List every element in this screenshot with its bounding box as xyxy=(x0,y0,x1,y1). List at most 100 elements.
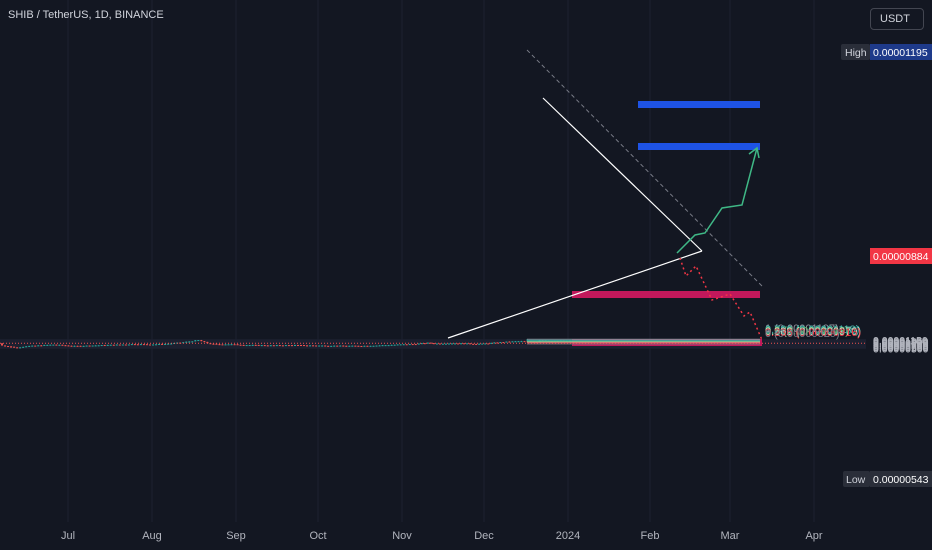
candle-body xyxy=(290,345,293,347)
candle-body xyxy=(142,344,145,346)
low-label-tag xyxy=(843,471,870,487)
candle-body xyxy=(7,346,10,348)
high-value-text: 0.00001195 xyxy=(873,47,928,59)
candle-body xyxy=(130,344,133,346)
candle-body xyxy=(139,344,142,346)
price-axis-tick-label: 0.00000550 xyxy=(873,343,929,355)
candle-body xyxy=(354,345,357,347)
candle-body xyxy=(423,343,426,345)
candle-body xyxy=(417,343,420,345)
candle-body xyxy=(34,345,37,347)
candle-body xyxy=(499,342,502,344)
candle-body xyxy=(118,344,121,346)
candle-body xyxy=(324,345,327,347)
currency-selector-button[interactable]: USDT xyxy=(870,8,924,30)
candle-body xyxy=(236,344,239,346)
candle-body xyxy=(191,341,194,343)
fib-level-label: 0.382 (0.00000970) xyxy=(765,326,861,338)
triangle-upper-trendline xyxy=(542,97,703,252)
candle-body xyxy=(242,344,245,346)
candle-body xyxy=(402,344,405,346)
candle-body xyxy=(287,345,290,347)
candle-body xyxy=(381,345,384,347)
candle-body xyxy=(170,343,173,345)
candle-body xyxy=(239,344,242,346)
candle-body xyxy=(109,344,112,346)
bullish-projection-path xyxy=(676,147,758,254)
current-price-tag xyxy=(870,248,932,264)
candle-body xyxy=(493,342,496,344)
candle-body xyxy=(82,345,85,347)
price-axis-tick-label: 0.00000950 xyxy=(873,337,929,349)
candle-body xyxy=(85,345,88,347)
candle-body xyxy=(248,345,251,347)
candle-body xyxy=(405,344,408,346)
support-zone-upper xyxy=(572,291,760,298)
candle-body xyxy=(469,343,472,345)
price-axis-tick-label: 0.00000800 xyxy=(873,339,929,351)
candle-body xyxy=(390,344,393,346)
candle-body xyxy=(387,345,390,347)
candle-body xyxy=(348,345,351,347)
candle-body xyxy=(149,344,151,346)
bearish-projection-path xyxy=(679,257,763,341)
candle-body xyxy=(296,345,299,347)
candle-body xyxy=(351,345,354,347)
candle-body xyxy=(303,345,306,347)
candle-body xyxy=(200,340,203,342)
candle-body xyxy=(254,344,257,346)
candle-body xyxy=(463,343,466,345)
candle-body xyxy=(221,344,224,346)
target-zone-upper xyxy=(638,101,760,108)
candle-body xyxy=(185,341,188,343)
candle-body xyxy=(31,345,34,347)
candle-body xyxy=(115,344,118,346)
candle-body xyxy=(517,341,520,343)
candle-body xyxy=(16,347,19,349)
candle-body xyxy=(432,343,435,345)
candle-body xyxy=(275,345,278,347)
candle-body xyxy=(372,345,375,347)
candle-body xyxy=(360,346,363,348)
candle-body xyxy=(13,346,16,348)
candle-body xyxy=(451,343,453,345)
candle-body xyxy=(420,343,423,345)
candle-body xyxy=(37,345,40,347)
candle-body xyxy=(188,341,191,343)
high-label-tag xyxy=(841,44,870,60)
time-axis-label: 2024 xyxy=(556,530,580,542)
candle-body xyxy=(88,345,91,347)
candle-body xyxy=(194,340,197,342)
candle-body xyxy=(212,343,215,345)
candle-body xyxy=(158,343,161,345)
candle-body xyxy=(438,343,441,345)
candle-body xyxy=(378,345,381,347)
candle-body xyxy=(272,345,275,347)
candle-body xyxy=(429,342,432,344)
candle-body xyxy=(447,343,450,345)
candle-body xyxy=(22,346,25,348)
candle-body xyxy=(345,345,348,347)
candle-body xyxy=(454,343,457,345)
candle-body xyxy=(218,344,221,346)
candle-body xyxy=(315,345,318,347)
price-axis-tick-label: 0.00000700 xyxy=(873,341,929,353)
candle-body xyxy=(224,344,227,346)
candle-body xyxy=(28,345,31,347)
candle-body xyxy=(52,344,55,346)
candle-body xyxy=(460,343,463,345)
time-axis-label: Mar xyxy=(721,530,740,542)
candle-body xyxy=(230,344,233,346)
candle-body xyxy=(435,343,438,345)
candle-body xyxy=(112,344,115,346)
candle-body xyxy=(106,344,109,346)
time-axis-label: Jul xyxy=(61,530,75,542)
candle-body xyxy=(133,344,136,346)
candle-body xyxy=(40,345,43,347)
candle-body xyxy=(411,344,414,346)
candle-body xyxy=(441,343,444,345)
price-axis-tick-label: 0.00001050 xyxy=(873,336,929,348)
candle-body xyxy=(484,343,487,345)
